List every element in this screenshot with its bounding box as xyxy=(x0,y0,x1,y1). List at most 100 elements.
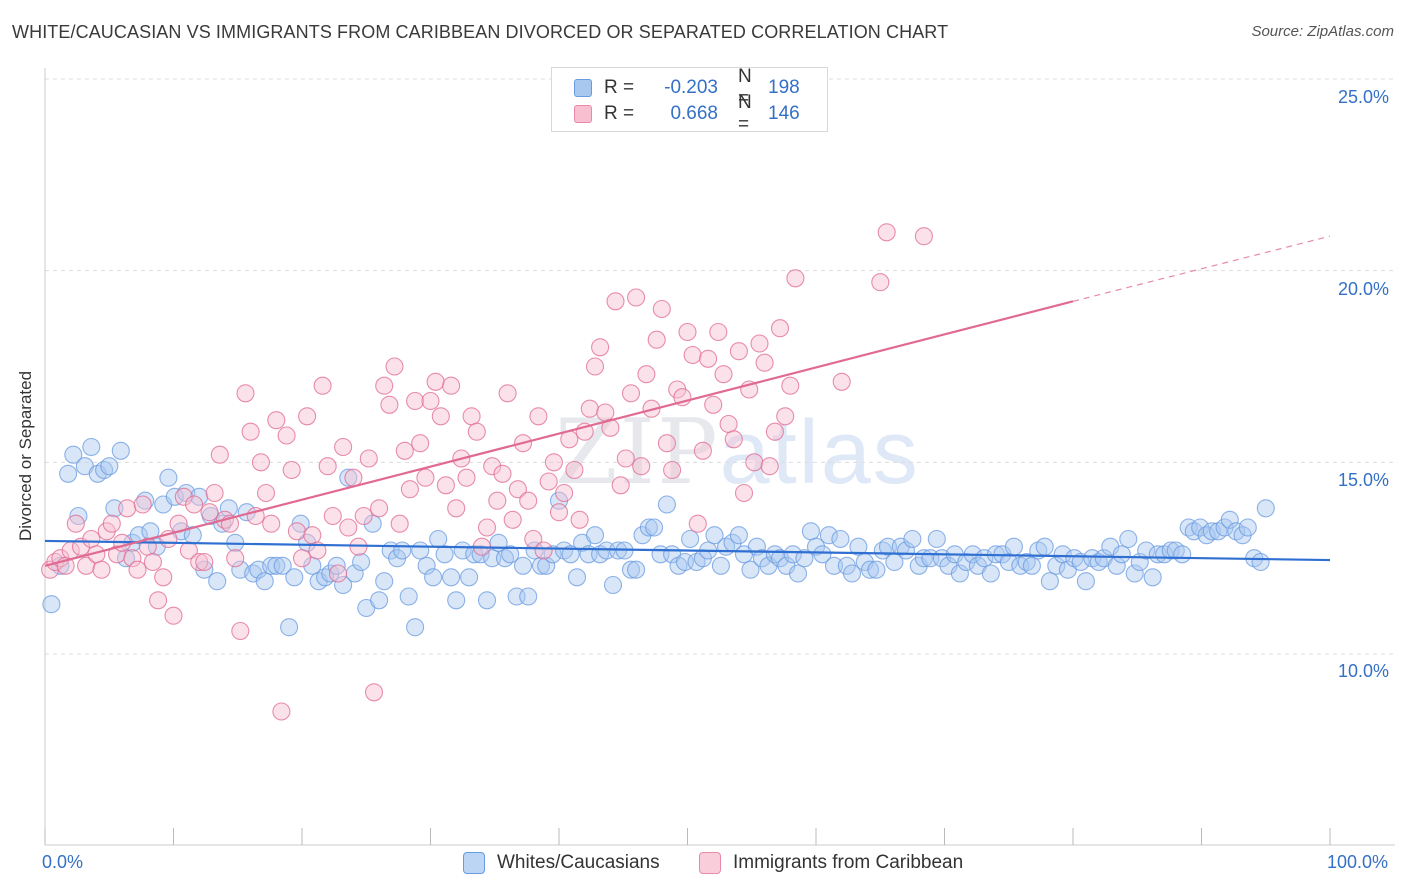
point-whites xyxy=(831,529,850,549)
point-caribbean xyxy=(200,503,219,522)
point-caribbean xyxy=(724,430,743,449)
point-caribbean xyxy=(205,483,224,503)
point-whites xyxy=(442,568,461,587)
point-caribbean xyxy=(477,518,497,537)
point-caribbean xyxy=(714,365,733,384)
point-whites xyxy=(375,572,394,591)
legend-swatch-caribbean xyxy=(574,105,592,123)
point-whites xyxy=(950,564,969,583)
point-whites xyxy=(111,441,130,460)
point-whites xyxy=(1238,518,1257,537)
point-caribbean xyxy=(457,468,476,487)
point-whites xyxy=(411,541,430,560)
point-caribbean xyxy=(467,422,486,441)
point-caribbean xyxy=(380,395,399,414)
point-caribbean xyxy=(699,349,718,368)
point-whites xyxy=(285,568,304,587)
point-whites xyxy=(957,552,976,572)
legend-r-value: -0.203 xyxy=(664,77,718,98)
point-caribbean xyxy=(719,414,738,434)
point-whites xyxy=(561,545,580,564)
point-caribbean xyxy=(406,391,425,411)
point-caribbean xyxy=(498,384,517,403)
series-legend: Whites/Caucasians Immigrants from Caribb… xyxy=(0,852,1406,878)
point-caribbean xyxy=(683,345,702,365)
point-whites xyxy=(783,545,802,564)
legend-n-label: N = xyxy=(738,92,752,135)
point-whites xyxy=(878,537,898,556)
point-caribbean xyxy=(539,472,558,491)
legend-swatch-whites xyxy=(574,79,592,97)
point-caribbean xyxy=(503,510,522,529)
point-whites xyxy=(100,457,119,476)
point-caribbean xyxy=(580,399,599,418)
point-caribbean xyxy=(616,449,635,468)
point-whites xyxy=(447,591,466,610)
point-caribbean xyxy=(334,437,353,457)
point-whites xyxy=(399,587,418,606)
point-caribbean xyxy=(709,322,728,342)
point-caribbean xyxy=(190,552,209,572)
point-whites xyxy=(82,437,101,457)
point-whites xyxy=(627,560,646,579)
point-caribbean xyxy=(292,549,312,568)
point-whites xyxy=(1004,537,1023,556)
point-caribbean xyxy=(734,483,754,503)
point-caribbean xyxy=(102,514,121,533)
point-whites xyxy=(543,545,562,564)
legend-swatch-whites xyxy=(463,852,485,874)
point-caribbean xyxy=(426,372,445,391)
point-caribbean xyxy=(488,491,507,510)
point-caribbean xyxy=(411,434,430,453)
point-caribbean xyxy=(344,468,363,487)
point-whites xyxy=(657,495,676,514)
point-caribbean xyxy=(226,549,245,568)
point-whites xyxy=(645,518,664,537)
point-caribbean xyxy=(760,457,779,476)
point-whites xyxy=(867,560,886,579)
point-whites xyxy=(1125,564,1144,583)
point-caribbean xyxy=(339,518,358,537)
point-whites xyxy=(1076,572,1095,591)
point-caribbean xyxy=(555,483,574,503)
point-caribbean xyxy=(272,702,291,721)
point-caribbean xyxy=(508,480,527,499)
point-whites xyxy=(370,591,389,610)
point-whites xyxy=(842,564,862,583)
point-caribbean xyxy=(436,476,455,495)
point-whites xyxy=(1119,529,1138,549)
legend-r-label: R = xyxy=(604,103,635,124)
point-caribbean xyxy=(565,460,584,480)
point-caribbean xyxy=(678,322,697,342)
point-caribbean xyxy=(277,426,296,445)
point-caribbean xyxy=(328,564,348,583)
point-caribbean xyxy=(154,568,173,587)
point-caribbean xyxy=(313,376,332,395)
point-caribbean xyxy=(287,522,306,541)
y-tick-label: 25.0% xyxy=(1338,87,1390,107)
point-caribbean xyxy=(663,460,682,480)
point-whites xyxy=(417,556,436,575)
point-whites xyxy=(424,568,443,587)
point-caribbean xyxy=(832,372,851,391)
point-whites xyxy=(537,556,556,575)
point-caribbean xyxy=(318,457,337,476)
legend-item-caribbean: Immigrants from Caribbean xyxy=(699,852,963,874)
trend-extension-caribbean xyxy=(1072,235,1331,302)
point-caribbean xyxy=(544,453,563,472)
point-whites xyxy=(824,556,844,575)
point-whites xyxy=(429,529,448,549)
point-caribbean xyxy=(611,476,630,495)
point-caribbean xyxy=(395,441,414,460)
point-caribbean xyxy=(447,499,466,518)
point-whites xyxy=(860,560,880,579)
point-caribbean xyxy=(647,330,666,349)
point-whites xyxy=(435,545,454,564)
point-whites xyxy=(705,526,724,545)
point-caribbean xyxy=(755,353,774,372)
point-caribbean xyxy=(364,683,384,702)
point-caribbean xyxy=(66,514,85,533)
point-caribbean xyxy=(442,376,461,395)
point-caribbean xyxy=(688,514,707,533)
point-caribbean xyxy=(143,552,162,572)
